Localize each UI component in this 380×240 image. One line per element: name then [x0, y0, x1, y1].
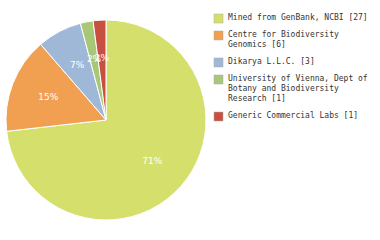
- legend-swatch: [214, 31, 223, 40]
- legend-label-line: Genomics [6]: [228, 40, 286, 49]
- legend-label: Mined from GenBank, NCBI [27]: [228, 13, 368, 22]
- pie-slice: [80, 21, 106, 120]
- legend-label-line: Generic Commercial Labs [1]: [228, 111, 358, 120]
- pie-slice: [93, 20, 106, 120]
- legend-item: Mined from GenBank, NCBI [27]: [214, 13, 368, 23]
- legend-item: University of Vienna, Dept ofBotany and …: [214, 74, 368, 103]
- data-label: 15%: [38, 92, 58, 102]
- legend-item: Dikarya L.L.C. [3]: [214, 57, 315, 67]
- legend-label-line: University of Vienna, Dept of: [228, 74, 368, 83]
- legend-item: Generic Commercial Labs [1]: [214, 111, 358, 121]
- data-label: 2%: [95, 53, 110, 63]
- legend-label-line: Dikarya L.L.C. [3]: [228, 57, 315, 66]
- pie: [6, 20, 206, 220]
- chart: 71%15%7%2%2%Mined from GenBank, NCBI [27…: [0, 0, 380, 240]
- data-label: 71%: [142, 156, 162, 166]
- legend-label: Centre for BiodiversityGenomics [6]: [228, 30, 339, 49]
- legend-label: Dikarya L.L.C. [3]: [228, 57, 315, 66]
- legend-label-line: Centre for Biodiversity: [228, 30, 339, 39]
- data-labels: 71%15%7%2%2%: [38, 53, 162, 166]
- legend-label-line: Research [1]: [228, 94, 286, 103]
- legend-swatch: [214, 58, 223, 67]
- legend-label-line: Mined from GenBank, NCBI [27]: [228, 13, 368, 22]
- legend: Mined from GenBank, NCBI [27] Centre for …: [214, 13, 368, 121]
- legend-swatch: [214, 112, 223, 121]
- data-label: 7%: [70, 60, 85, 70]
- legend-label: University of Vienna, Dept ofBotany and …: [228, 74, 368, 103]
- legend-label-line: Botany and Biodiversity: [228, 84, 339, 93]
- legend-swatch: [214, 14, 223, 23]
- legend-swatch: [214, 75, 223, 84]
- legend-item: Centre for BiodiversityGenomics [6]: [214, 30, 339, 49]
- legend-label: Generic Commercial Labs [1]: [228, 111, 358, 120]
- pie-slice: [7, 20, 206, 220]
